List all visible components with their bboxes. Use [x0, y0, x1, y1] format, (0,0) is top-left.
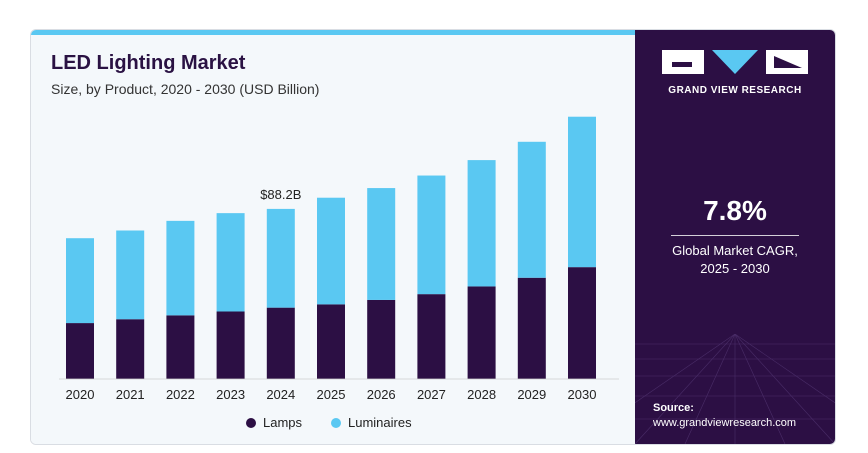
- bar-luminaires-2028: [467, 160, 496, 287]
- cagr-divider: [671, 235, 799, 236]
- source-link[interactable]: www.grandviewresearch.com: [653, 417, 797, 429]
- x-tick-label: 2025: [317, 387, 346, 402]
- bar-lamps-2026: [367, 299, 396, 379]
- x-tick-label: 2028: [467, 387, 496, 402]
- info-panel: GRAND VIEW RESEARCH 7.8% Global Market C…: [635, 30, 835, 444]
- chart-panel: LED Lighting Market Size, by Product, 20…: [31, 35, 635, 444]
- x-tick-label: 2020: [66, 387, 95, 402]
- bar-luminaires-2022: [166, 220, 195, 316]
- source-label: Source:: [653, 402, 694, 414]
- chart-title: LED Lighting Market: [51, 52, 246, 74]
- bar-lamps-2029: [517, 277, 546, 379]
- cagr-description-line1: Global Market CAGR,: [672, 243, 798, 258]
- bar-lamps-2025: [317, 304, 345, 379]
- grid-decoration: [635, 334, 835, 444]
- bar-lamps-2020: [66, 323, 94, 379]
- bar-luminaires-2021: [116, 230, 145, 320]
- legend-label-lamps: Lamps: [263, 415, 303, 430]
- bar-lamps-2023: [216, 311, 245, 379]
- bar-luminaires-2020: [66, 238, 94, 324]
- bar-lamps-2024: [266, 307, 295, 379]
- bar-luminaires-2029: [517, 141, 546, 278]
- bar-luminaires-2030: [568, 116, 596, 268]
- bar-luminaires-2026: [367, 188, 396, 300]
- data-label-2024: $88.2B: [260, 187, 301, 202]
- x-tick-label: 2029: [517, 387, 546, 402]
- bar-luminaires-2023: [216, 213, 245, 312]
- chart-card: LED Lighting Market Size, by Product, 20…: [30, 29, 836, 445]
- x-tick-label: 2022: [166, 387, 195, 402]
- bar-lamps-2030: [568, 267, 596, 379]
- chart-subtitle: Size, by Product, 2020 - 2030 (USD Billi…: [51, 81, 320, 97]
- bar-lamps-2027: [417, 294, 446, 379]
- x-tick-label: 2026: [367, 387, 396, 402]
- x-tick-label: 2030: [568, 387, 597, 402]
- x-tick-label: 2021: [116, 387, 145, 402]
- cagr-value: 7.8%: [703, 195, 767, 226]
- x-tick-label: 2023: [216, 387, 245, 402]
- legend-marker-lamps: [246, 418, 256, 428]
- x-tick-label: 2024: [266, 387, 295, 402]
- cagr-description: Global Market CAGR, 2025 - 2030: [645, 242, 825, 278]
- bar-chart: 2020 2021 2022 2023 2024 2025 2026 2027 2028 2029…: [59, 116, 619, 430]
- accent-bar: [31, 30, 635, 35]
- bar-lamps-2028: [467, 286, 496, 379]
- bar-lamps-2022: [166, 315, 195, 379]
- bar-luminaires-2025: [317, 197, 345, 305]
- legend-marker-luminaires: [331, 418, 341, 428]
- x-tick-label: 2027: [417, 387, 446, 402]
- bar-luminaires-2024: [266, 208, 295, 308]
- brand-logo: [662, 50, 808, 74]
- bar-lamps-2021: [116, 319, 145, 379]
- cagr-description-line2: 2025 - 2030: [700, 261, 770, 276]
- bar-luminaires-2027: [417, 175, 446, 295]
- brand-name: GRAND VIEW RESEARCH: [668, 85, 802, 96]
- legend-label-luminaires: Luminaires: [348, 415, 412, 430]
